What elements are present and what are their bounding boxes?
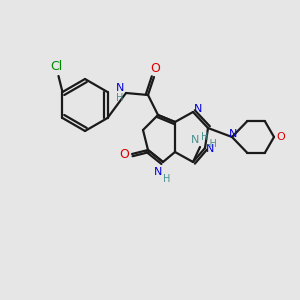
Text: H: H: [116, 93, 124, 103]
Text: N: N: [154, 167, 162, 177]
Text: O: O: [119, 148, 129, 161]
Text: O: O: [150, 62, 160, 76]
Text: Cl: Cl: [50, 61, 63, 74]
Text: N: N: [206, 144, 214, 154]
Text: N: N: [194, 104, 202, 114]
Text: N: N: [116, 83, 124, 93]
Text: -H: -H: [207, 139, 218, 149]
Text: H: H: [201, 132, 209, 142]
Text: O: O: [277, 132, 285, 142]
Text: N: N: [229, 129, 237, 139]
Text: H: H: [163, 174, 171, 184]
Text: N: N: [191, 135, 199, 145]
